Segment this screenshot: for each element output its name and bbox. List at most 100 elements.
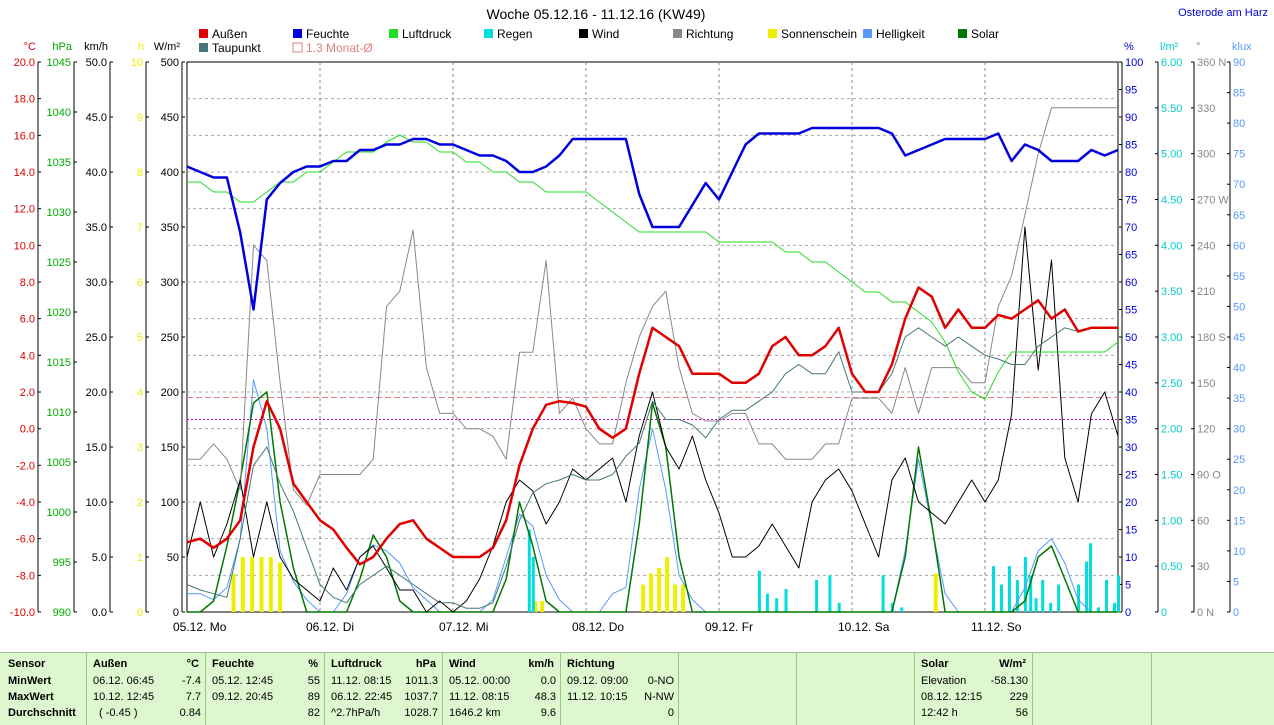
stats-aussen-unit: °C (186, 658, 199, 670)
stats-solar-column: Solar W/m² Elevation -58.130 08.12. 12:15… (914, 653, 1032, 725)
axis-left-tick-label: 20.0 (14, 57, 35, 69)
rain-bar (815, 579, 819, 612)
rain-bar (991, 566, 995, 612)
sunshine-bar (540, 601, 545, 612)
stats-richtung-column: Richtung 09.12. 09:00 0-NO 11.12. 10:15 N-… (560, 653, 678, 725)
axis-right-tick-label: 40 (1233, 363, 1245, 375)
rain-bar (837, 602, 841, 612)
axis-left-tick-label: 14.0 (14, 167, 35, 179)
legend-label: Richtung (686, 27, 733, 41)
sunshine-bar (268, 557, 273, 612)
sunshine-bar (641, 584, 646, 612)
axis-left-tick-label: -4.0 (16, 497, 35, 509)
axis-left-unit: °C (24, 41, 36, 53)
axis-right-tick-label: 4.50 (1161, 195, 1182, 207)
axis-right-tick-label: 60 (1125, 277, 1137, 289)
stats-richtung-max-date: 11.12. 10:15 (567, 691, 628, 703)
sunshine-bar (250, 557, 255, 612)
axis-right-tick-label: 65 (1233, 210, 1245, 222)
legend-label: 1.3 Monat-Ø (306, 41, 373, 55)
sunshine-bar (231, 573, 236, 612)
stats-luftdruck-max: 1037.7 (404, 691, 438, 703)
axis-right-tick-label: 60 (1233, 240, 1245, 252)
axis-right-tick-label: 15 (1233, 515, 1245, 527)
stats-aussen-avg: 0.84 (179, 707, 201, 719)
stats-label-min: MinWert (8, 675, 52, 687)
axis-left-tick-label: 1035 (47, 157, 71, 169)
rain-bar (881, 575, 885, 612)
stats-aussen-max-date: 10.12. 12:45 (93, 691, 155, 703)
rain-bar (1097, 607, 1101, 612)
rain-bar (1029, 575, 1033, 612)
stats-luftdruck-avg: 1028.7 (404, 707, 438, 719)
axis-right-unit: klux (1232, 41, 1252, 53)
axis-left-tick-label: 0 (173, 607, 179, 619)
axis-left-tick-label: 50 (167, 552, 179, 564)
stats-empty-column-3 (1032, 653, 1151, 725)
axis-right-tick-label: 50 (1125, 332, 1137, 344)
stats-empty-column-2 (796, 653, 914, 725)
sunshine-bar (259, 557, 264, 612)
axis-left-unit: km/h (84, 41, 108, 53)
axis-right-tick-label: 150 (1197, 378, 1215, 390)
weather-chart: 05.12. Mo 06.12. Di 07.12. Mi 08.12. Do 09.1… (10, 6, 1268, 634)
axis-left-tick-label: 2.0 (20, 387, 35, 399)
stats-feuchte-header: Feuchte (212, 658, 255, 670)
stats-feuchte-unit: % (308, 658, 318, 670)
axis-left-tick-label: 995 (53, 557, 71, 569)
stats-luftdruck-unit: hPa (415, 658, 436, 670)
chart-title: Woche 05.12.16 - 11.12.16 (KW49) (487, 6, 706, 22)
axis-left-tick-label: 6 (137, 277, 143, 289)
series-line-taupunkt (186, 327, 1118, 609)
stats-aussen-min-date: 06.12. 06:45 (93, 675, 155, 687)
axis-left-tick-label: 35.0 (86, 222, 107, 234)
rain-bar (1023, 557, 1027, 612)
stats-wind-distance: 1646.2 km (449, 707, 501, 719)
axis-right-tick-label: 30 (1233, 424, 1245, 436)
axis-left-tick-label: 1045 (47, 57, 71, 69)
sunshine-bar (657, 568, 662, 612)
axis-right-tick-label: 20 (1233, 485, 1245, 497)
sunshine-bar (649, 573, 654, 612)
axis-right-tick-label: 40 (1125, 387, 1137, 399)
legend-swatch (484, 29, 493, 38)
legend-label: Regen (497, 27, 532, 41)
stats-aussen-min: -7.4 (182, 675, 201, 687)
axis-right-tick-label: 1.50 (1161, 470, 1182, 482)
axis-right-tick-label: 6.00 (1161, 57, 1182, 69)
stats-luftdruck-trend: ^2.7hPa/h (331, 707, 381, 719)
axis-right-tick-label: 210 (1197, 286, 1215, 298)
axis-left-tick-label: 450 (161, 112, 179, 124)
axis-right-tick-label: 30 (1197, 561, 1209, 573)
axis-right-tick-label: 20 (1125, 497, 1137, 509)
axis-left-tick-label: 12.0 (14, 204, 35, 216)
plot-area (186, 61, 1119, 613)
axis-left-tick-label: 10.0 (14, 240, 35, 252)
axis-right-tick-label: 75 (1125, 195, 1137, 207)
axis-left-tick-label: 1015 (47, 357, 71, 369)
legend-swatch (292, 42, 303, 53)
axis-right-tick-label: 80 (1233, 118, 1245, 130)
stats-luftdruck-column: Luftdruck hPa 11.12. 08:15 1011.3 06.12. … (324, 653, 442, 725)
axis-right-unit: % (1124, 41, 1134, 53)
day-label: 09.12. Fr (705, 620, 753, 634)
stats-wind-min-date: 05.12. 00:00 (449, 675, 511, 687)
axis-left-tick-label: -2.0 (16, 460, 35, 472)
axis-left-tick-label: 25.0 (86, 332, 107, 344)
axis-left-tick-label: 300 (161, 277, 179, 289)
stats-empty-column-1 (678, 653, 796, 725)
legend-label: Luftdruck (402, 27, 452, 41)
rain-bar (900, 607, 904, 612)
axis-left-tick-label: 1005 (47, 457, 71, 469)
legend-swatch (293, 29, 302, 38)
axis-right-tick-label: 0 (1233, 607, 1239, 619)
rain-bar (1089, 543, 1093, 612)
axis-right-tick-label: 5.00 (1161, 149, 1182, 161)
axis-left-tick-label: 30.0 (86, 277, 107, 289)
rain-bar (1113, 602, 1117, 612)
stats-richtung-max: N-NW (644, 691, 674, 703)
series-line-luftdruck (187, 134, 1119, 400)
axis-right-tick-label: 0 (1125, 607, 1131, 619)
axis-left-unit: W/m² (154, 41, 181, 53)
axis-right-tick-label: 45 (1125, 360, 1137, 372)
